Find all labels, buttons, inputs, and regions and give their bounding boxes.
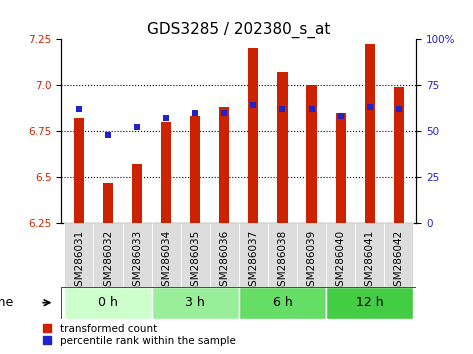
Text: 6 h: 6 h xyxy=(272,296,292,309)
Bar xyxy=(190,116,201,223)
Point xyxy=(250,102,257,108)
Bar xyxy=(326,223,355,287)
Bar xyxy=(277,72,288,223)
Point xyxy=(279,106,286,112)
Bar xyxy=(335,113,346,223)
Bar xyxy=(219,107,229,223)
Point xyxy=(133,125,141,130)
Point xyxy=(220,110,228,115)
Bar xyxy=(64,287,152,319)
Text: GSM286031: GSM286031 xyxy=(74,229,84,293)
Bar xyxy=(74,118,84,223)
Text: GSM286039: GSM286039 xyxy=(307,229,316,293)
Text: GSM286038: GSM286038 xyxy=(278,229,288,293)
Title: GDS3285 / 202380_s_at: GDS3285 / 202380_s_at xyxy=(147,21,331,38)
Text: GSM286042: GSM286042 xyxy=(394,229,404,293)
Bar xyxy=(103,183,113,223)
Point xyxy=(162,115,170,121)
Bar xyxy=(307,85,316,223)
Bar xyxy=(248,48,258,223)
Bar xyxy=(94,223,123,287)
Point xyxy=(366,104,374,110)
Text: time: time xyxy=(0,296,14,309)
Text: GSM286033: GSM286033 xyxy=(132,229,142,293)
Bar xyxy=(326,287,413,319)
Point xyxy=(75,106,83,112)
Bar xyxy=(384,223,413,287)
Point xyxy=(192,110,199,115)
Bar xyxy=(161,122,171,223)
Point xyxy=(395,106,403,112)
Text: GSM286040: GSM286040 xyxy=(336,229,346,292)
Text: 0 h: 0 h xyxy=(98,296,118,309)
Bar xyxy=(365,45,375,223)
Bar xyxy=(355,223,384,287)
Bar xyxy=(123,223,152,287)
Bar xyxy=(152,287,239,319)
Bar xyxy=(268,223,297,287)
Bar xyxy=(181,223,210,287)
Text: GSM286032: GSM286032 xyxy=(103,229,113,293)
Bar xyxy=(210,223,239,287)
Text: GSM286035: GSM286035 xyxy=(190,229,200,293)
Text: GSM286034: GSM286034 xyxy=(161,229,171,293)
Bar xyxy=(64,223,94,287)
Legend: transformed count, percentile rank within the sample: transformed count, percentile rank withi… xyxy=(43,324,236,346)
Bar xyxy=(394,87,404,223)
Bar xyxy=(239,287,326,319)
Text: 12 h: 12 h xyxy=(356,296,384,309)
Text: GSM286041: GSM286041 xyxy=(365,229,375,293)
Bar xyxy=(239,223,268,287)
Bar xyxy=(152,223,181,287)
Point xyxy=(308,106,315,112)
Bar xyxy=(297,223,326,287)
Bar xyxy=(132,164,142,223)
Text: GSM286037: GSM286037 xyxy=(248,229,258,293)
Text: 3 h: 3 h xyxy=(185,296,205,309)
Point xyxy=(104,132,112,137)
Text: GSM286036: GSM286036 xyxy=(219,229,229,293)
Point xyxy=(337,113,344,119)
